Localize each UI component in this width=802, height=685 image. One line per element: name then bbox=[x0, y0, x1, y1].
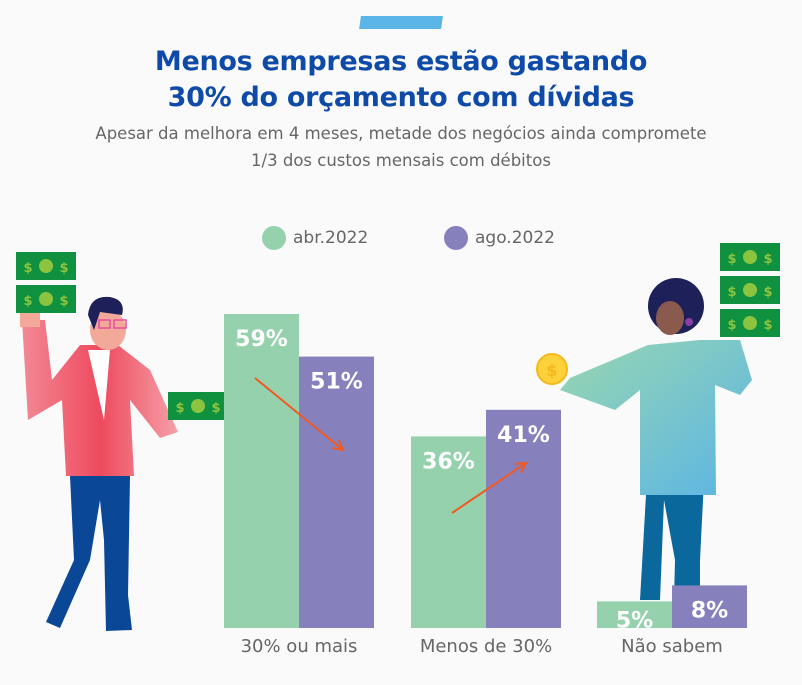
svg-text:$: $ bbox=[211, 401, 220, 416]
legend-item-abr2022: abr.2022 bbox=[262, 224, 368, 252]
legend-label-ago2022: ago.2022 bbox=[475, 228, 555, 248]
legend-swatch-ago2022 bbox=[444, 226, 468, 250]
svg-text:$: $ bbox=[59, 294, 68, 309]
woman-top bbox=[560, 340, 752, 495]
value-label: 51% bbox=[310, 370, 363, 395]
money-bill-icon: $ $ bbox=[720, 276, 780, 304]
glasses-lens bbox=[113, 319, 127, 329]
category-labels: 30% ou mais Menos de 30% Não sabem bbox=[241, 636, 723, 657]
value-label: 8% bbox=[691, 598, 728, 623]
title-line-1: Menos empresas estão gastando bbox=[154, 46, 648, 77]
value-labels: 59% 51% 36% 41% 5% 8% bbox=[235, 327, 728, 633]
svg-text:$: $ bbox=[727, 285, 736, 300]
money-bill-icon: $ $ bbox=[16, 252, 76, 280]
svg-text:$: $ bbox=[59, 261, 68, 276]
chart-subtitle: Apesar da melhora em 4 meses, metade dos… bbox=[0, 120, 802, 174]
money-bills: $ $$ $$ $$ $$ $$ $ bbox=[16, 243, 780, 420]
svg-text:$: $ bbox=[175, 401, 184, 416]
man-hair bbox=[88, 296, 123, 330]
woman-face bbox=[656, 301, 684, 335]
money-bill-icon: $ $ bbox=[720, 243, 780, 271]
arrow-up-icon bbox=[451, 461, 528, 514]
svg-text:$: $ bbox=[727, 318, 736, 333]
svg-text:$: $ bbox=[23, 294, 32, 309]
trend-arrows bbox=[254, 377, 528, 514]
chart-title: Menos empresas estão gastando 30% do orç… bbox=[0, 44, 802, 116]
value-label: 36% bbox=[422, 449, 475, 474]
man-pants bbox=[46, 476, 132, 631]
value-label: 41% bbox=[497, 423, 550, 448]
bar-ago.2022-1 bbox=[486, 409, 561, 628]
title-line-2: 30% do orçamento com dívidas bbox=[167, 82, 635, 113]
coin-dollar-sign: $ bbox=[546, 361, 557, 380]
legend-swatch-abr2022 bbox=[262, 226, 286, 250]
bar-abr.2022-2 bbox=[597, 601, 672, 628]
coin-icon bbox=[536, 353, 568, 385]
svg-text:$: $ bbox=[763, 318, 772, 333]
man-shirt bbox=[88, 350, 110, 420]
earring-icon bbox=[685, 318, 693, 326]
money-bill-icon: $ $ bbox=[168, 392, 228, 420]
value-label: 59% bbox=[235, 327, 288, 352]
svg-text:$: $ bbox=[727, 252, 736, 267]
bar-ago.2022-0 bbox=[299, 356, 374, 628]
money-bill-icon: $ $ bbox=[16, 285, 76, 313]
svg-text:$: $ bbox=[763, 252, 772, 267]
bar-abr.2022-0 bbox=[224, 314, 299, 628]
category-label: 30% ou mais bbox=[241, 636, 358, 657]
arrow-down-icon bbox=[254, 377, 345, 452]
woman-illustration: $ bbox=[536, 278, 752, 600]
subtitle-line-1: Apesar da melhora em 4 meses, metade dos… bbox=[95, 124, 707, 143]
bars-group bbox=[224, 314, 747, 628]
legend-item-ago2022: ago.2022 bbox=[444, 224, 555, 252]
svg-text:$: $ bbox=[763, 285, 772, 300]
money-bill-icon: $ $ bbox=[720, 309, 780, 337]
glasses-icon bbox=[98, 319, 111, 329]
category-label: Menos de 30% bbox=[420, 636, 552, 657]
bar-ago.2022-2 bbox=[672, 585, 747, 628]
legend-label-abr2022: abr.2022 bbox=[293, 228, 369, 248]
bar-abr.2022-1 bbox=[411, 436, 486, 628]
value-label: 5% bbox=[616, 608, 653, 633]
category-label: Não sabem bbox=[621, 636, 723, 657]
svg-text:$: $ bbox=[23, 261, 32, 276]
subtitle-line-2: 1/3 dos custos mensais com débitos bbox=[251, 151, 551, 170]
man-illustration bbox=[20, 296, 178, 631]
